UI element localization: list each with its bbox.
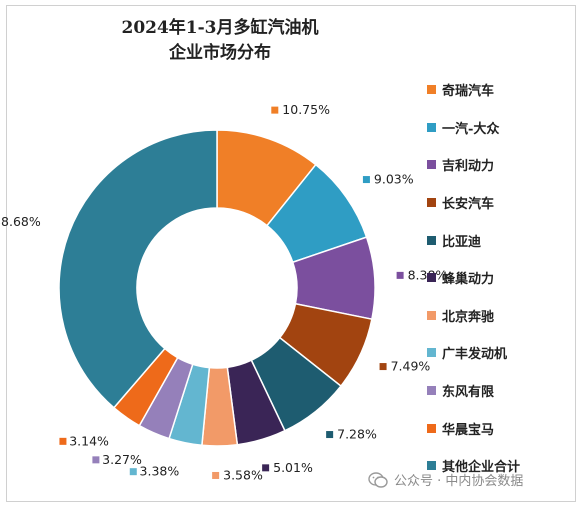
data-label-text: 10.75%: [282, 102, 330, 117]
legend-swatch: [427, 198, 436, 208]
data-label-2: 9.03%: [362, 172, 414, 187]
legend-item-1: 奇瑞汽车: [427, 71, 577, 109]
data-labels: 10.75%9.03%8.38%7.49%7.28%5.01%3.58%3.38…: [0, 102, 447, 482]
legend-item-9: 东风有限: [427, 372, 577, 410]
legend-swatch: [427, 122, 436, 132]
legend-swatch: [427, 423, 436, 433]
data-label-marker: [271, 106, 279, 114]
legend-swatch: [427, 160, 436, 170]
chart-title: 2024年1-3月多缸汽油机 企业市场分布: [0, 16, 440, 66]
data-label-5: 7.28%: [326, 427, 377, 442]
legend-item-5: 比亚迪: [427, 221, 577, 259]
data-label-marker: [379, 363, 387, 371]
slice-11: [58, 129, 218, 409]
legend-swatch: [427, 386, 436, 396]
legend-label: 北京奔驰: [442, 309, 495, 325]
legend-label: 长安汽车: [442, 197, 495, 213]
legend-label: 比亚迪: [442, 234, 482, 250]
watermark-text: 公众号 · 中内协会数据: [394, 474, 524, 489]
data-label-text: 3.58%: [223, 467, 263, 482]
chart-title-line-2: 企业市场分布: [169, 43, 271, 63]
watermark: 公众号 · 中内协会数据: [368, 470, 523, 489]
data-label-marker: [362, 176, 370, 184]
data-label-marker: [59, 437, 67, 445]
data-label-text: 9.03%: [374, 172, 414, 187]
legend-item-2: 一汽-大众: [427, 109, 577, 147]
data-label-text: 3.27%: [102, 452, 142, 467]
legend-label: 蜂巢动力: [442, 272, 495, 288]
legend-item-7: 北京奔驰: [427, 297, 577, 335]
data-label-text: 3.14%: [69, 433, 109, 448]
data-label-1: 10.75%: [271, 102, 330, 117]
donut-slices: [58, 129, 376, 447]
data-label-text: 5.01%: [273, 460, 313, 475]
data-label-11: 38.68%: [0, 214, 41, 229]
legend-item-8: 广丰发动机: [427, 334, 577, 372]
data-label-text: 38.68%: [0, 214, 41, 229]
legend-label: 华晨宝马: [442, 422, 495, 438]
data-label-9: 3.27%: [92, 452, 142, 467]
legend-swatch: [427, 461, 436, 471]
legend-swatch: [427, 310, 436, 320]
data-label-text: 3.38%: [140, 464, 180, 479]
legend-item-11: 其他企业合计: [427, 447, 577, 485]
data-label-marker: [326, 431, 334, 439]
legend-label: 广丰发动机: [442, 347, 508, 363]
legend-label: 一汽-大众: [442, 121, 500, 137]
data-label-marker: [129, 468, 137, 476]
legend-item-6: 蜂巢动力: [427, 259, 577, 297]
wechat-icon: [368, 471, 388, 488]
data-label-text: 7.28%: [337, 427, 377, 442]
legend: 奇瑞汽车一汽-大众吉利动力长安汽车比亚迪蜂巢动力北京奔驰广丰发动机东风有限华晨宝…: [427, 71, 577, 485]
data-label-marker: [212, 471, 220, 479]
data-label-text: 7.49%: [391, 359, 431, 374]
legend-item-4: 长安汽车: [427, 184, 577, 222]
legend-label: 东风有限: [442, 385, 495, 401]
data-label-4: 7.49%: [379, 359, 431, 374]
legend-swatch: [427, 235, 436, 245]
data-label-marker: [396, 271, 404, 279]
data-label-marker: [92, 456, 100, 464]
legend-swatch: [427, 273, 436, 283]
legend-label: 奇瑞汽车: [442, 84, 495, 100]
data-label-8: 3.38%: [129, 464, 180, 479]
data-label-10: 3.14%: [59, 433, 109, 448]
legend-item-10: 华晨宝马: [427, 409, 577, 447]
legend-swatch: [427, 348, 436, 358]
legend-item-3: 吉利动力: [427, 146, 577, 184]
data-label-marker: [262, 464, 270, 472]
legend-label: 其他企业合计: [442, 460, 521, 476]
data-label-6: 5.01%: [262, 460, 313, 475]
data-label-7: 3.58%: [212, 467, 263, 482]
legend-swatch: [427, 85, 436, 95]
chart-title-line-1: 2024年1-3月多缸汽油机: [121, 18, 319, 38]
legend-label: 吉利动力: [442, 159, 495, 175]
